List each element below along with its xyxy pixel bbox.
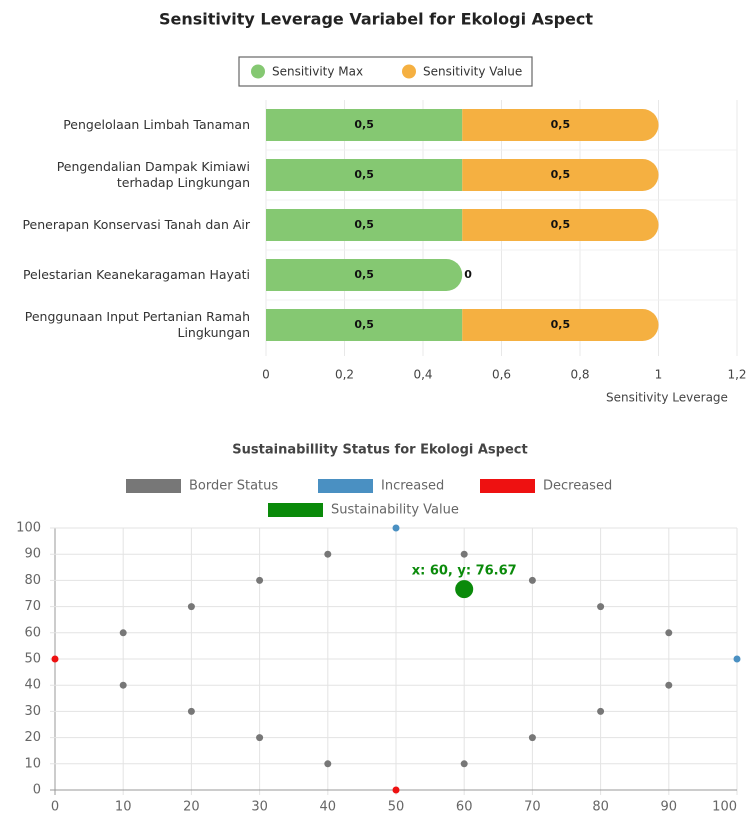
point <box>597 707 605 715</box>
legend-box <box>238 56 533 87</box>
y-tick-label: 80 <box>24 573 41 588</box>
x-tick-label: 20 <box>183 800 200 815</box>
y-tick-label: 100 <box>16 521 41 536</box>
x-tick-label: 0 <box>262 368 270 382</box>
x-tick-label: 30 <box>251 800 268 815</box>
point <box>256 576 264 584</box>
y-tick-label: 20 <box>24 730 41 745</box>
data-label: 0,5 <box>551 218 571 231</box>
x-tick-label: 0 <box>51 800 59 815</box>
x-tick-label: 60 <box>456 800 473 815</box>
legend-marker <box>480 479 535 493</box>
data-label: 0,5 <box>354 268 374 281</box>
point <box>733 655 741 663</box>
y-tick-label: Pengendalian Dampak Kimiawi terhadap Lin… <box>56 159 250 190</box>
legend-label: Increased <box>381 479 444 494</box>
x-tick-label: 0,6 <box>492 368 511 382</box>
point <box>187 707 195 715</box>
data-label: 0,5 <box>551 118 571 131</box>
point <box>597 603 605 611</box>
point <box>256 734 264 742</box>
bar <box>266 159 463 191</box>
data-label: 0,5 <box>354 318 374 331</box>
y-tick-label: 90 <box>24 547 41 562</box>
point <box>187 603 195 611</box>
x-tick-label: 70 <box>524 800 541 815</box>
data-label: 0,5 <box>551 168 571 181</box>
y-tick-label: Pengelolaan Limbah Tanaman <box>63 117 250 132</box>
data-label: 0,5 <box>354 168 374 181</box>
point <box>119 681 127 689</box>
y-tick-label: 50 <box>24 652 41 667</box>
x-tick-label: 100 <box>712 800 737 815</box>
data-label: 0 <box>464 268 472 281</box>
x-tick-label: 50 <box>388 800 405 815</box>
point <box>51 655 59 663</box>
x-tick-label: 10 <box>115 800 132 815</box>
legend-label: Sensitivity Max <box>272 65 363 79</box>
y-tick-label: 40 <box>24 678 41 693</box>
x-tick-label: 80 <box>592 800 609 815</box>
y-tick-label: 60 <box>24 625 41 640</box>
point <box>665 681 673 689</box>
point <box>392 524 400 532</box>
annotation: x: 60, y: 76.67 <box>412 564 517 579</box>
data-label: 0,5 <box>551 318 571 331</box>
legend-marker <box>268 503 323 517</box>
x-axis-label: Sensitivity Leverage <box>606 391 728 405</box>
legend-label: Sustainability Value <box>331 503 459 518</box>
y-tick-label: 10 <box>24 756 41 771</box>
point <box>460 760 468 768</box>
legend-label: Border Status <box>189 479 278 494</box>
legend-label: Sensitivity Value <box>423 65 522 79</box>
bar <box>266 309 463 341</box>
y-tick-label: 0 <box>33 783 41 798</box>
point <box>455 580 474 599</box>
x-tick-label: 40 <box>320 800 337 815</box>
bar <box>462 159 659 191</box>
point <box>665 629 673 637</box>
bar <box>462 109 659 141</box>
y-tick-label: Pelestarian Keanekaragaman Hayati <box>22 267 250 282</box>
point <box>528 576 536 584</box>
point <box>324 760 332 768</box>
x-tick-label: 0,4 <box>413 368 432 382</box>
legend-marker <box>318 479 373 493</box>
point <box>528 734 536 742</box>
data-label: 0,5 <box>354 118 374 131</box>
chart-title: Sustainabillity Status for Ekologi Aspec… <box>232 443 527 458</box>
bar <box>462 309 659 341</box>
x-tick-label: 0,2 <box>335 368 354 382</box>
bar <box>266 209 463 241</box>
data-label: 0,5 <box>354 218 374 231</box>
legend-label: Decreased <box>543 479 612 494</box>
x-tick-label: 0,8 <box>570 368 589 382</box>
y-tick-label: 70 <box>24 599 41 614</box>
bar <box>266 259 463 291</box>
legend-marker <box>402 64 416 79</box>
x-tick-label: 1,2 <box>727 368 746 382</box>
x-tick-label: 90 <box>661 800 678 815</box>
y-tick-label: Penerapan Konservasi Tanah dan Air <box>22 217 250 232</box>
chart-title: Sensitivity Leverage Variabel for Ekolog… <box>159 10 593 29</box>
bar <box>462 209 659 241</box>
point <box>460 550 468 558</box>
point <box>119 629 127 637</box>
legend-marker <box>251 64 265 79</box>
point <box>392 786 400 794</box>
y-tick-label: Penggunaan Input Pertanian Ramah Lingkun… <box>24 309 250 340</box>
bar <box>266 109 463 141</box>
x-tick-label: 1 <box>655 368 663 382</box>
point <box>324 550 332 558</box>
y-tick-label: 30 <box>24 704 41 719</box>
legend-marker <box>126 479 181 493</box>
